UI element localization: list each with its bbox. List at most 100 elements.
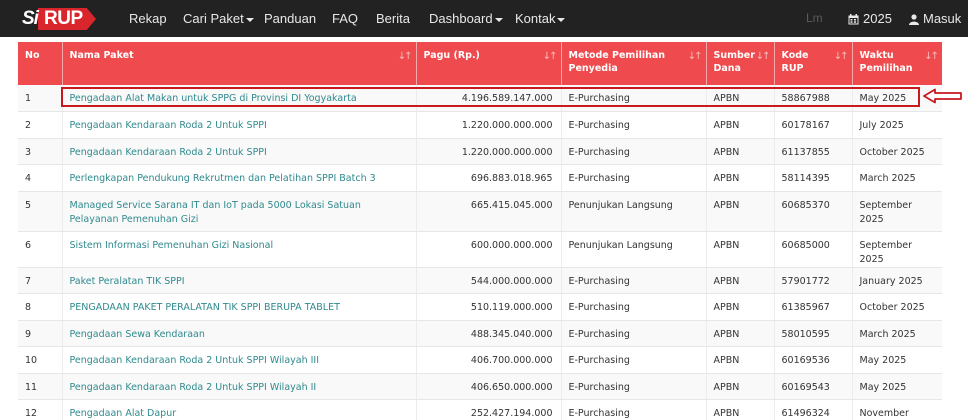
header-waktu[interactable]: Waktu Pemilihan ↓↑	[852, 42, 942, 85]
cell-kode-rup: 61385967	[774, 293, 853, 321]
paket-link[interactable]: Paket Peralatan TIK SPPI	[69, 275, 185, 287]
nav-faq[interactable]: FAQ	[332, 0, 358, 37]
nav-dashboard-label: Dashboard	[429, 11, 493, 26]
cell-kode-rup: 60685000	[774, 231, 853, 268]
cell-kode-rup: 60178167	[774, 111, 853, 139]
chevron-down-icon	[557, 17, 566, 22]
sirup-logo[interactable]: Si RUP	[22, 8, 96, 30]
nav-kontak[interactable]: Kontak	[515, 0, 566, 37]
table-row: 7 Paket Peralatan TIK SPPI 544.000.000.0…	[18, 267, 942, 294]
cell-metode: E-Purchasing	[561, 138, 707, 165]
cell-pagu: 600.000.000.000	[416, 231, 562, 268]
arrow-left-icon	[923, 88, 962, 104]
cell-waktu: September 2025	[852, 191, 942, 232]
nav-cari-paket[interactable]: Cari Paket	[183, 0, 254, 37]
cell-waktu: September 2025	[852, 231, 942, 268]
paket-link[interactable]: Pengadaan Alat Dapur	[69, 408, 177, 419]
cell-kode-rup: 57901772	[774, 267, 853, 294]
header-pagu[interactable]: Pagu (Rp.) ↓↑	[416, 42, 562, 85]
cell-no: 4	[18, 164, 63, 192]
header-no-label: No	[25, 50, 40, 61]
paket-link[interactable]: Pengadaan Kendaraan Roda 2 Untuk SPPI	[69, 146, 267, 158]
cell-pagu: 510.119.000.000	[416, 293, 562, 321]
paket-link[interactable]: Sistem Informasi Pemenuhan Gizi Nasional	[69, 239, 274, 251]
cell-no: 5	[18, 191, 63, 232]
nav-panduan[interactable]: Panduan	[264, 0, 316, 37]
cell-pagu: 1.220.000.000.000	[416, 138, 562, 165]
cell-metode: E-Purchasing	[561, 164, 707, 192]
paket-link[interactable]: Pengadaan Kendaraan Roda 2 Untuk SPPI	[69, 120, 267, 131]
table-row: 6 Sistem Informasi Pemenuhan Gizi Nasion…	[18, 231, 942, 268]
header-metode-label: Metode Pemilihan Penyedia	[568, 50, 666, 74]
sort-icon: ↓↑	[833, 51, 849, 62]
cell-kode-rup: 60169536	[774, 346, 853, 374]
header-waktu-label: Waktu Pemilihan	[859, 50, 913, 74]
cell-pagu: 252.427.194.000	[416, 399, 562, 420]
paket-link[interactable]: Pengadaan Sewa Kendaraan	[69, 328, 205, 340]
nav-rekap-label: Rekap	[129, 11, 167, 26]
cell-kode-rup: 58114395	[774, 164, 853, 192]
header-kode-rup-label: Kode RUP	[781, 50, 809, 74]
nav-cari-paket-label: Cari Paket	[183, 11, 244, 26]
cell-metode: E-Purchasing	[561, 293, 707, 321]
header-nama-paket-label: Nama Paket	[69, 50, 134, 61]
table-row: 4 Perlengkapan Pendukung Rekrutmen dan P…	[18, 164, 942, 192]
cell-metode: E-Purchasing	[561, 399, 707, 420]
table-row: 10 Pengadaan Kendaraan Roda 2 Untuk SPPI…	[18, 346, 942, 374]
paket-link[interactable]: PENGADAAN PAKET PERALATAN TIK SPPI BERUP…	[69, 302, 340, 313]
paket-link[interactable]: Pengadaan Kendaraan Roda 2 Untuk SPPI Wi…	[69, 355, 320, 366]
table-body: 1 Pengadaan Alat Makan untuk SPPG di Pro…	[18, 85, 942, 420]
nav-berita[interactable]: Berita	[376, 0, 410, 37]
year-label: 2025	[863, 11, 892, 26]
cell-kode-rup: 58010595	[774, 320, 853, 347]
paket-link[interactable]: Pengadaan Alat Makan untuk SPPG di Provi…	[69, 93, 357, 104]
header-nama-paket[interactable]: Nama Paket ↓↑	[62, 42, 417, 85]
nav-rekap[interactable]: Rekap	[129, 0, 167, 37]
cell-sumber-dana: APBN	[706, 399, 775, 420]
nav-dashboard[interactable]: Dashboard	[429, 0, 503, 37]
login-label: Masuk	[923, 11, 962, 26]
header-sumber-dana[interactable]: Sumber Dana ↓↑	[706, 42, 775, 85]
cell-no: 8	[18, 293, 63, 321]
cell-waktu: May 2025	[852, 346, 942, 374]
cell-sumber-dana: APBN	[706, 373, 775, 400]
header-metode[interactable]: Metode Pemilihan Penyedia ↓↑	[561, 42, 707, 85]
cell-no: 3	[18, 138, 63, 165]
paket-link[interactable]: Pengadaan Kendaraan Roda 2 Untuk SPPI Wi…	[69, 381, 317, 393]
cell-sumber-dana: APBN	[706, 267, 775, 294]
header-kode-rup[interactable]: Kode RUP ↓↑	[774, 42, 853, 85]
header-no[interactable]: No	[18, 42, 63, 85]
sort-icon: ↓↑	[542, 51, 558, 62]
cell-kode-rup: 60685370	[774, 191, 853, 232]
table-row: 11 Pengadaan Kendaraan Roda 2 Untuk SPPI…	[18, 373, 942, 400]
cell-sumber-dana: APBN	[706, 164, 775, 192]
cell-pagu: 406.650.000.000	[416, 373, 562, 400]
cell-metode: E-Purchasing	[561, 346, 707, 374]
cell-no: 1	[18, 85, 63, 112]
sort-icon: ↓↑	[687, 51, 703, 62]
year-selector[interactable]: 2025	[848, 0, 892, 37]
cell-metode: E-Purchasing	[561, 320, 707, 347]
cell-metode: E-Purchasing	[561, 373, 707, 400]
cell-pagu: 4.196.589.147.000	[416, 85, 562, 112]
calendar-icon	[848, 14, 859, 25]
table-row: 3 Pengadaan Kendaraan Roda 2 Untuk SPPI …	[18, 138, 942, 165]
cell-no: 7	[18, 267, 63, 294]
cell-kode-rup: 58867988	[774, 85, 853, 112]
sort-icon: ↓↑	[755, 51, 771, 62]
cell-no: 2	[18, 111, 63, 139]
cell-metode: Penunjukan Langsung	[561, 231, 707, 268]
header-pagu-label: Pagu (Rp.)	[423, 50, 480, 61]
cell-no: 10	[18, 346, 63, 374]
cell-sumber-dana: APBN	[706, 293, 775, 321]
cell-pagu: 406.700.000.000	[416, 346, 562, 374]
table-row: 2 Pengadaan Kendaraan Roda 2 Untuk SPPI …	[18, 111, 942, 139]
login-button[interactable]: Masuk	[909, 0, 961, 37]
cell-waktu: March 2025	[852, 164, 942, 192]
cell-waktu: January 2025	[852, 267, 942, 294]
paket-link[interactable]: Managed Service Sarana IT dan IoT pada 5…	[69, 199, 361, 225]
cell-kode-rup: 61496324	[774, 399, 853, 420]
paket-link[interactable]: Perlengkapan Pendukung Rekrutmen dan Pel…	[69, 173, 376, 184]
cell-no: 6	[18, 231, 63, 268]
cell-metode: Penunjukan Langsung	[561, 191, 707, 232]
